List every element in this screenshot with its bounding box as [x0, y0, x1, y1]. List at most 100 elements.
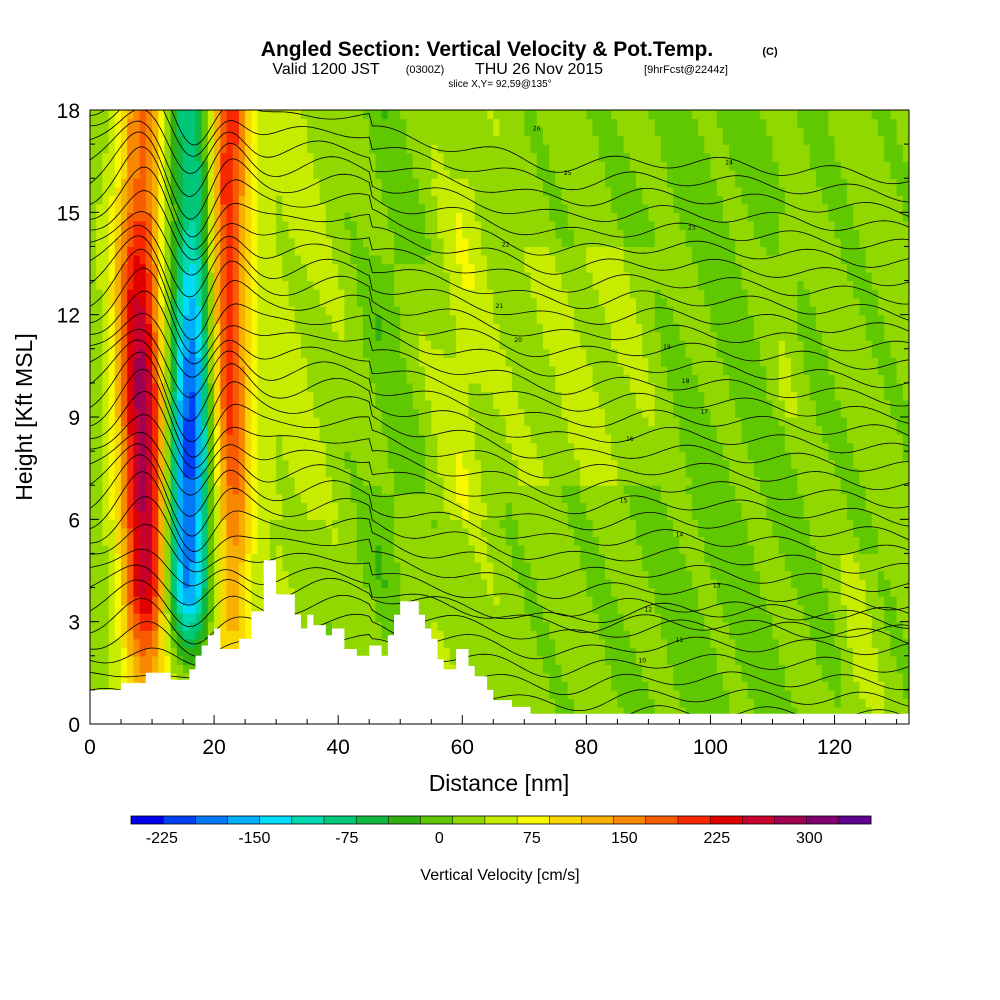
field-cell — [313, 417, 321, 427]
field-cell — [493, 195, 501, 205]
field-cell — [474, 186, 482, 196]
field-cell — [356, 417, 364, 427]
field-cell — [356, 280, 364, 290]
field-cell — [294, 340, 302, 350]
field-cell — [344, 536, 352, 546]
field-cell — [145, 425, 153, 435]
field-cell — [158, 289, 166, 299]
field-cell — [474, 144, 482, 154]
field-cell — [226, 459, 234, 469]
field-cell — [164, 442, 172, 452]
field-cell — [220, 195, 228, 205]
field-cell — [363, 451, 370, 461]
field-cell — [189, 289, 197, 299]
field-cell — [480, 110, 488, 120]
field-cell — [499, 152, 507, 162]
field-cell — [276, 237, 283, 248]
field-cell — [121, 118, 128, 128]
field-cell — [387, 118, 395, 128]
field-cell — [226, 536, 234, 546]
field-cell — [400, 596, 408, 606]
field-cell — [474, 161, 482, 171]
field-cell — [152, 664, 159, 674]
field-cell — [307, 246, 314, 256]
field-cell — [145, 203, 153, 213]
field-cell — [127, 613, 135, 623]
field-cell — [139, 553, 147, 563]
field-cell — [164, 434, 172, 444]
field-cell — [331, 263, 339, 273]
field-cell — [207, 212, 215, 222]
field-cell — [114, 408, 122, 418]
field-cell — [307, 468, 314, 478]
field-cell — [214, 306, 221, 316]
field-cell — [133, 195, 141, 205]
field-cell — [164, 263, 172, 273]
field-cell — [133, 417, 141, 427]
field-cell — [443, 348, 451, 358]
field-cell — [381, 195, 389, 205]
field-cell — [257, 178, 265, 188]
field-cell — [164, 237, 172, 248]
field-cell — [170, 297, 178, 307]
field-cell — [102, 348, 110, 358]
field-cell — [319, 434, 327, 444]
field-cell — [139, 442, 147, 452]
field-cell — [307, 118, 314, 128]
field-cell — [387, 306, 395, 316]
field-cell — [232, 297, 240, 307]
field-cell — [344, 417, 352, 427]
field-cell — [263, 459, 271, 469]
field-cell — [375, 127, 383, 137]
field-cell — [344, 314, 352, 324]
field-cell — [313, 536, 321, 546]
field-cell — [263, 399, 271, 410]
field-cell — [152, 417, 159, 427]
field-cell — [139, 664, 147, 674]
field-cell — [431, 468, 439, 478]
field-cell — [511, 306, 519, 316]
field-cell — [214, 110, 221, 120]
field-cell — [474, 169, 482, 179]
field-cell — [201, 570, 209, 580]
field-cell — [505, 596, 513, 606]
field-cell — [350, 570, 358, 580]
field-cell — [356, 135, 364, 145]
field-cell — [226, 203, 234, 213]
field-cell — [449, 468, 457, 478]
field-cell — [195, 348, 203, 358]
field-cell — [437, 493, 445, 503]
field-cell — [338, 212, 345, 222]
field-cell — [288, 561, 296, 572]
field-cell — [170, 272, 178, 282]
field-cell — [170, 399, 178, 410]
field-cell — [449, 408, 457, 418]
field-cell — [474, 195, 482, 205]
field-cell — [170, 587, 178, 597]
field-cell — [375, 272, 383, 282]
field-cell — [487, 442, 494, 452]
field-cell — [139, 289, 147, 299]
field-cell — [505, 263, 513, 273]
field-cell — [493, 186, 501, 196]
field-cell — [487, 110, 494, 120]
field-cell — [325, 434, 333, 444]
field-cell — [201, 391, 209, 401]
field-cell — [300, 220, 308, 230]
field-cell — [325, 237, 333, 248]
field-cell — [449, 135, 457, 145]
field-cell — [158, 459, 166, 469]
field-cell — [462, 306, 470, 316]
field-cell — [468, 306, 476, 316]
field-cell — [189, 365, 197, 375]
field-cell — [425, 340, 432, 350]
field-cell — [425, 391, 432, 401]
field-cell — [288, 297, 296, 307]
field-cell — [201, 527, 209, 537]
field-cell — [456, 587, 463, 597]
field-cell — [350, 314, 358, 324]
field-cell — [449, 297, 457, 307]
field-cell — [344, 135, 352, 145]
field-cell — [363, 220, 370, 230]
field-cell — [474, 613, 482, 623]
